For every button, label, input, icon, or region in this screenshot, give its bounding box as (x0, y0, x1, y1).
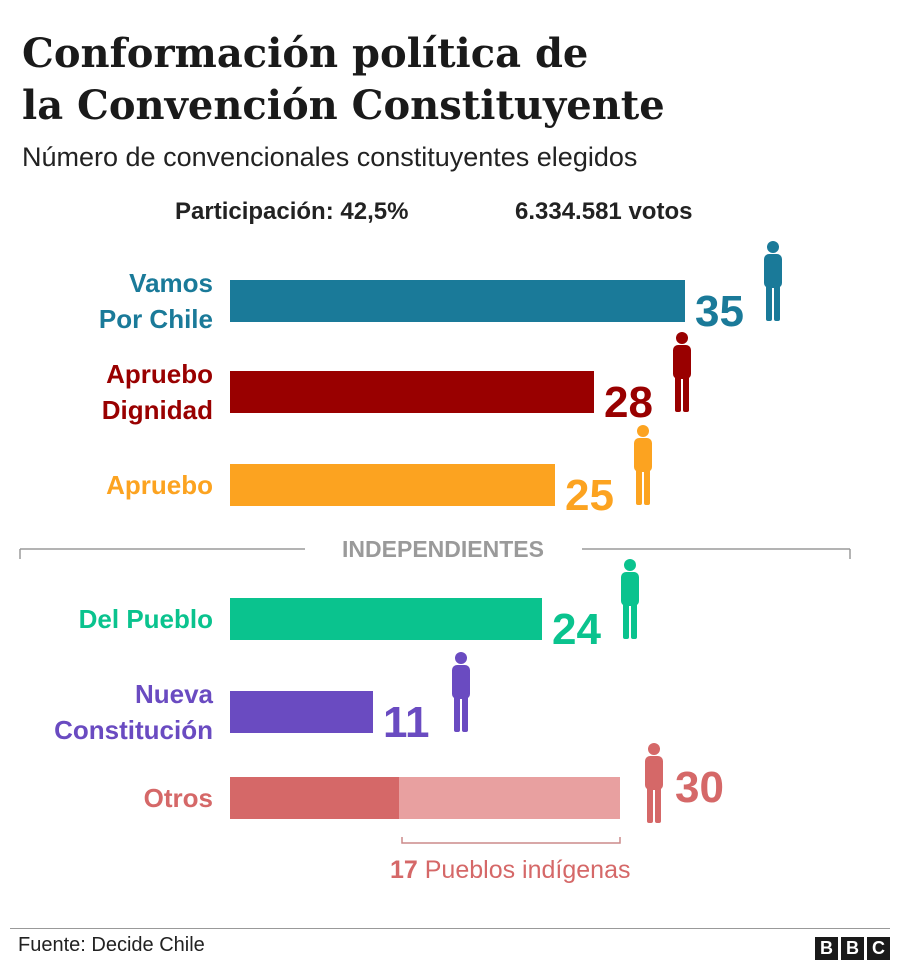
chart-title-line-2: la Convención Constituyente (22, 82, 665, 129)
person-head (637, 425, 649, 437)
group-label: INDEPENDIENTES (342, 536, 544, 562)
bar (230, 371, 594, 413)
person-leg (655, 787, 661, 823)
person-body (645, 756, 663, 790)
participation-stat: Participación: 42,5% (175, 198, 409, 225)
person-leg (675, 376, 681, 412)
category-label: Nueva (135, 679, 214, 709)
person-icon (764, 241, 782, 321)
person-icon (645, 743, 663, 823)
value-label: 25 (565, 471, 614, 520)
bar (230, 280, 685, 322)
source-text: Fuente: Decide Chile (18, 934, 205, 956)
chart-title-line-1: Conformación política de (22, 30, 589, 77)
person-body (452, 665, 470, 699)
category-label: Dignidad (102, 395, 213, 425)
person-icon (452, 652, 470, 732)
person-icon (621, 559, 639, 639)
bar (230, 598, 542, 640)
person-head (767, 241, 779, 253)
person-leg (774, 285, 780, 321)
category-label: Por Chile (99, 304, 213, 334)
person-leg (644, 469, 650, 505)
category-label: Apruebo (106, 470, 213, 500)
person-leg (647, 787, 653, 823)
person-body (634, 438, 652, 472)
person-icon (634, 425, 652, 505)
person-leg (462, 696, 468, 732)
votes-stat: 6.334.581 votos (515, 198, 693, 225)
value-label: 35 (695, 287, 744, 336)
person-leg (766, 285, 772, 321)
bbc-logo-letter: C (867, 937, 890, 960)
value-label: 24 (552, 605, 601, 654)
value-label: 28 (604, 378, 653, 427)
person-body (673, 345, 691, 379)
person-leg (623, 603, 629, 639)
segment-annotation-number: 17 (390, 856, 418, 884)
bbc-logo-letter: B (815, 937, 838, 960)
category-label: Apruebo (106, 359, 213, 389)
bar-segment (399, 777, 620, 819)
chart-title: Conformación política de la Convención C… (22, 28, 872, 132)
person-leg (683, 376, 689, 412)
person-leg (454, 696, 460, 732)
footer-divider (10, 928, 890, 929)
person-body (764, 254, 782, 288)
person-head (455, 652, 467, 664)
value-label: 11 (383, 698, 430, 747)
person-icon (673, 332, 691, 412)
bbc-logo-letter: B (841, 937, 864, 960)
bbc-logo: B B C (815, 937, 890, 960)
segment-annotation-text: Pueblos indígenas (418, 856, 631, 884)
person-head (648, 743, 660, 755)
category-label: Constitución (54, 715, 213, 745)
person-leg (631, 603, 637, 639)
person-head (676, 332, 688, 344)
segment-bracket (401, 837, 621, 844)
person-body (621, 572, 639, 606)
category-label: Del Pueblo (79, 604, 213, 634)
segment-annotation: 17 Pueblos indígenas (390, 856, 630, 884)
bar-chart: INDEPENDIENTES Vamos Por Chile 35 Apruebo Dig… (19, 241, 851, 884)
value-label: 30 (675, 763, 724, 812)
bar (230, 691, 373, 733)
bar-segment (230, 777, 399, 819)
person-leg (636, 469, 642, 505)
chart-subtitle: Número de convencionales constituyentes … (22, 142, 638, 172)
category-label: Otros (144, 783, 213, 813)
person-head (624, 559, 636, 571)
bar (230, 464, 555, 506)
category-label: Vamos (129, 268, 213, 298)
